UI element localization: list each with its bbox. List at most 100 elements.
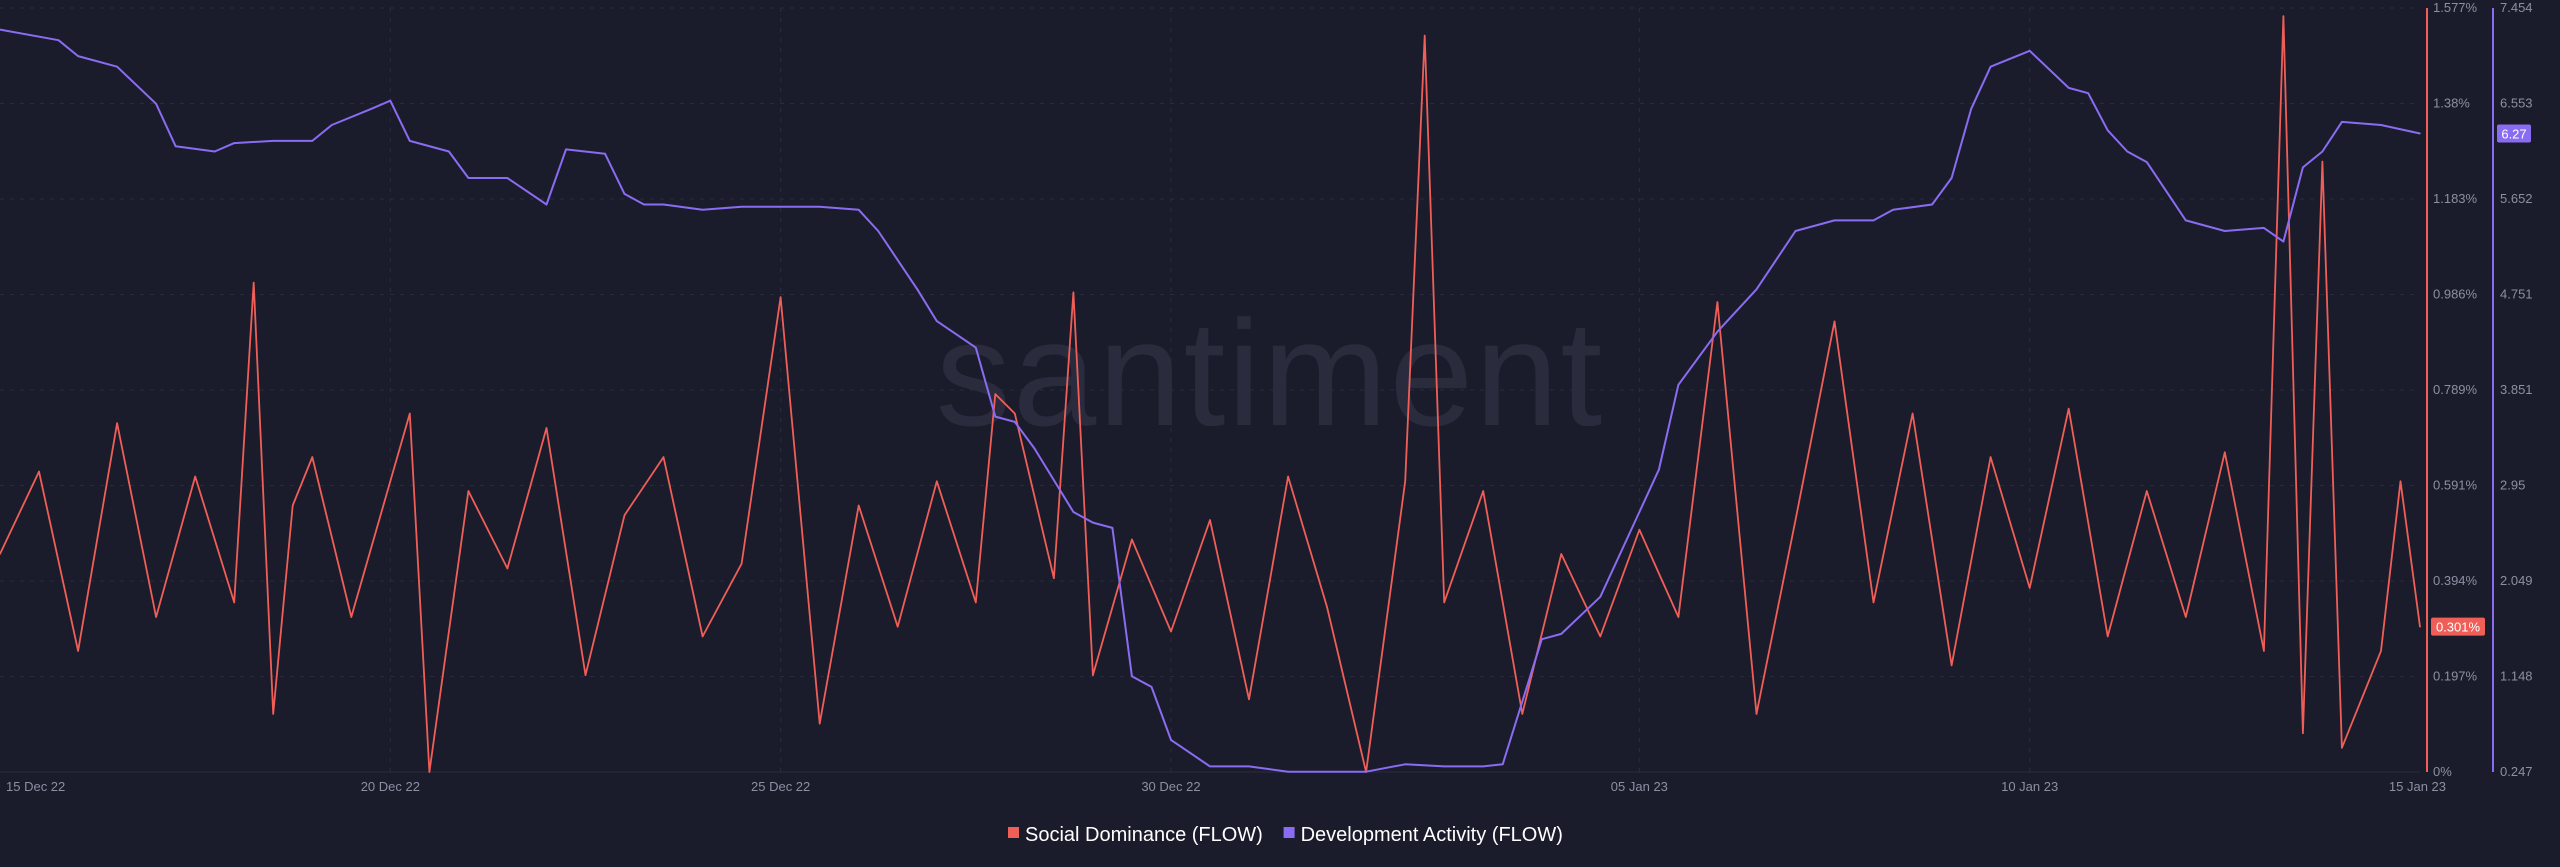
- data-point-social-dominance-flow: [584, 674, 587, 676]
- data-point-development-activity-flow: [1970, 108, 1972, 110]
- data-point-development-activity-flow: [701, 209, 704, 211]
- data-point-social-dominance-flow: [1170, 630, 1172, 633]
- data-point-development-activity-flow: [1404, 763, 1406, 766]
- data-point-development-activity-flow: [916, 288, 919, 291]
- data-point-social-dominance-flow: [38, 470, 40, 473]
- data-point-development-activity-flow: [1033, 447, 1036, 450]
- data-point-development-activity-flow: [116, 65, 118, 68]
- data-point-development-activity-flow: [233, 142, 235, 144]
- data-point-development-activity-flow: [994, 415, 997, 418]
- data-point-social-dominance-flow: [623, 514, 626, 516]
- y-tick-label-left: 0.789%: [2433, 382, 2478, 397]
- y-tick-label-right: 1.148: [2500, 669, 2533, 684]
- data-point-development-activity-flow: [2185, 219, 2187, 222]
- data-point-development-activity-flow: [857, 209, 860, 211]
- data-point-social-dominance-flow: [740, 562, 743, 565]
- data-point-development-activity-flow: [1638, 511, 1641, 513]
- current-value-label: 0.301%: [2436, 620, 2481, 635]
- data-point-social-dominance-flow: [2185, 616, 2187, 618]
- data-point-development-activity-flow: [506, 177, 509, 179]
- data-point-social-dominance-flow: [2067, 407, 2070, 410]
- data-point-development-activity-flow: [2106, 129, 2109, 132]
- data-point-development-activity-flow: [2263, 227, 2265, 229]
- data-point-development-activity-flow: [1892, 209, 1894, 211]
- data-point-social-dominance-flow: [1482, 490, 1484, 492]
- x-tick-label: 30 Dec 22: [1141, 779, 1200, 794]
- data-point-social-dominance-flow: [1248, 698, 1250, 701]
- data-point-development-activity-flow: [77, 55, 79, 57]
- data-point-social-dominance-flow: [2282, 15, 2285, 17]
- data-point-development-activity-flow: [1833, 219, 1836, 222]
- data-point-development-activity-flow: [1599, 596, 1602, 598]
- x-tick-label: 15 Dec 22: [6, 779, 65, 794]
- axes: 1.577% 7.454 1.38% 6.553 1.183% 5.652 0.986% 4.…: [0, 0, 2533, 794]
- data-point-development-activity-flow: [2321, 150, 2324, 153]
- data-point-social-dominance-flow: [409, 412, 411, 415]
- data-point-social-dominance-flow: [233, 601, 235, 604]
- data-point-social-dominance-flow: [2341, 747, 2343, 749]
- data-point-development-activity-flow: [2126, 150, 2129, 153]
- data-point-social-dominance-flow: [701, 635, 704, 638]
- data-point-development-activity-flow: [1209, 765, 1211, 768]
- data-point-development-activity-flow: [779, 205, 782, 208]
- data-point-social-dominance-flow: [389, 480, 392, 483]
- y-tick-label-right: 6.553: [2500, 96, 2533, 111]
- data-point-development-activity-flow: [1931, 203, 1933, 206]
- y-tick-label-right: 0.247: [2500, 764, 2533, 779]
- data-point-social-dominance-flow: [1677, 616, 1680, 618]
- data-point-development-activity-flow: [545, 203, 548, 206]
- data-point-social-dominance-flow: [467, 490, 470, 492]
- data-point-development-activity-flow: [623, 193, 626, 195]
- data-point-social-dominance-flow: [1131, 538, 1133, 541]
- data-point-social-dominance-flow: [545, 427, 548, 429]
- data-point-development-activity-flow: [1658, 468, 1660, 471]
- data-point-social-dominance-flow: [2106, 635, 2109, 638]
- data-point-development-activity-flow: [1716, 330, 1719, 333]
- y-tick-label-right: 4.751: [2500, 287, 2533, 302]
- data-point-development-activity-flow: [370, 108, 372, 110]
- data-point-development-activity-flow: [331, 124, 333, 126]
- data-point-development-activity-flow: [155, 103, 157, 105]
- data-point-development-activity-flow: [1950, 177, 1953, 179]
- data-point-development-activity-flow: [389, 99, 392, 102]
- legend: Social Dominance (FLOW) Development Activ…: [1008, 824, 1563, 846]
- data-point-development-activity-flow: [272, 140, 275, 142]
- data-point-development-activity-flow: [1072, 511, 1075, 513]
- data-point-development-activity-flow: [1150, 686, 1153, 688]
- y-tick-label-left: 0.394%: [2433, 573, 2478, 588]
- y-tick-label-left: 0.986%: [2433, 287, 2478, 302]
- data-point-social-dominance-flow: [506, 567, 509, 570]
- x-tick-label: 25 Dec 22: [751, 779, 810, 794]
- data-point-development-activity-flow: [1989, 65, 1992, 68]
- current-value-badge: [2431, 617, 2485, 636]
- data-point-development-activity-flow: [1131, 675, 1133, 678]
- x-tick-label: 20 Dec 22: [361, 779, 420, 794]
- data-point-development-activity-flow: [467, 177, 470, 179]
- data-point-development-activity-flow: [1248, 765, 1250, 768]
- data-point-development-activity-flow: [1111, 527, 1114, 529]
- data-point-social-dominance-flow: [2028, 587, 2031, 589]
- data-point-development-activity-flow: [1560, 633, 1563, 635]
- data-point-development-activity-flow: [311, 140, 314, 142]
- data-point-social-dominance-flow: [2380, 650, 2382, 652]
- data-point-social-dominance-flow: [662, 456, 665, 458]
- data-point-social-dominance-flow: [1014, 412, 1016, 415]
- data-point-social-dominance-flow: [311, 456, 314, 458]
- data-point-development-activity-flow: [1365, 770, 1367, 773]
- data-point-development-activity-flow: [1443, 765, 1445, 768]
- data-point-social-dominance-flow: [1950, 664, 1953, 667]
- current-value-badge: [2497, 124, 2531, 143]
- data-point-social-dominance-flow: [818, 722, 821, 725]
- data-point-social-dominance-flow: [2419, 625, 2421, 628]
- data-point-social-dominance-flow: [994, 393, 997, 395]
- data-point-social-dominance-flow: [1404, 480, 1406, 483]
- data-point-social-dominance-flow: [194, 475, 196, 478]
- y-tick-label-right: 7.454: [2500, 0, 2533, 15]
- data-point-social-dominance-flow: [1443, 601, 1445, 604]
- data-point-social-dominance-flow: [350, 616, 353, 618]
- y-tick-label-right: 5.652: [2500, 191, 2533, 206]
- data-point-development-activity-flow: [1092, 521, 1094, 524]
- data-point-social-dominance-flow: [857, 504, 860, 507]
- data-point-social-dominance-flow: [1794, 519, 1797, 521]
